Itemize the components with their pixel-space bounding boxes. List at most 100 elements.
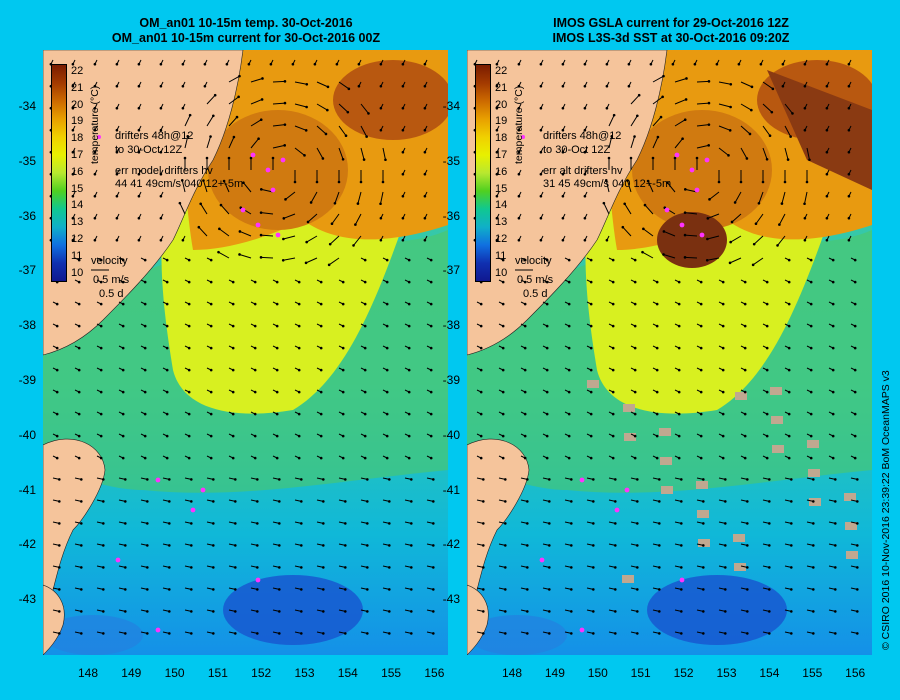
current-vector [605, 180, 610, 193]
current-vector-head [847, 216, 851, 220]
current-vector-head [385, 368, 389, 372]
current-vector-head [124, 544, 127, 547]
current-vector-head [605, 62, 609, 66]
current-vector-head [765, 157, 769, 161]
current-vector-head [768, 632, 771, 635]
current-vector-head [834, 566, 837, 569]
current-vector-head [102, 478, 105, 481]
current-vector-head [281, 258, 285, 262]
current-vector-head [231, 456, 235, 460]
current-vector-head [856, 610, 859, 613]
current-vector-head [658, 522, 661, 525]
cold-water [647, 575, 787, 645]
current-vector-head [614, 610, 617, 613]
current-vector-head [297, 434, 301, 438]
drifter-track [694, 187, 700, 193]
current-vector-head [812, 632, 815, 635]
current-vector-head [482, 588, 485, 591]
current-vector-head [362, 158, 366, 161]
current-vector-head [570, 566, 573, 569]
current-vector-head [831, 302, 835, 306]
left-colorbar-label: temperature (°C) [89, 85, 101, 164]
current-vector-head [143, 346, 147, 350]
current-vector-head [589, 302, 593, 306]
drifter-track [699, 232, 705, 238]
current-vector-head [401, 62, 405, 66]
current-vector [250, 119, 262, 127]
current-vector-head [583, 216, 587, 220]
current-vector-head [812, 500, 815, 503]
current-vector-head [260, 98, 264, 101]
current-vector-head [589, 456, 593, 460]
current-vector-head [610, 135, 614, 138]
current-vector-head [234, 632, 237, 635]
right-sst-map [467, 50, 872, 655]
current-vector-head [702, 544, 705, 547]
current-vector-head [379, 128, 383, 132]
current-vector-head [812, 478, 815, 481]
current-vector [338, 125, 347, 137]
drifter-track [679, 222, 685, 228]
current-vector-head [357, 84, 361, 88]
latitude-tick-label: -42 [18, 537, 36, 552]
current-vector-head [853, 258, 857, 262]
current-vector-head [847, 62, 851, 66]
current-vector-head [249, 156, 253, 160]
current-vector-head [333, 201, 337, 205]
cold-water [467, 615, 567, 655]
right-colorbar [475, 64, 491, 282]
current-vector-head [222, 179, 226, 183]
current-vector-head [548, 610, 551, 613]
current-vector-head [324, 132, 328, 136]
current-vector-head [344, 566, 347, 569]
current-vector-head [219, 203, 223, 207]
current-vector-head [702, 566, 705, 569]
current-vector-head [159, 238, 163, 242]
current-vector-head [313, 62, 317, 66]
current-vector-head [55, 390, 59, 394]
current-vector-head [825, 194, 829, 198]
current-vector-head [545, 258, 549, 262]
current-vector [360, 103, 369, 114]
current-vector-head [344, 478, 347, 481]
current-vector-head [765, 324, 769, 328]
current-vector-head [410, 544, 413, 547]
current-vector-head [733, 201, 737, 204]
current-vector-head [479, 412, 483, 416]
current-vector-head [181, 238, 185, 242]
current-vector-head [633, 456, 637, 460]
current-vector-head [146, 610, 149, 613]
current-vector [181, 180, 186, 193]
current-vector-head [699, 346, 703, 350]
latitude-tick-label: -41 [442, 482, 460, 497]
current-vector-head [77, 456, 81, 460]
current-vector [652, 75, 664, 83]
current-vector-head [319, 280, 323, 284]
current-vector-head [673, 156, 677, 160]
current-vector-head [80, 610, 83, 613]
current-vector-head [517, 238, 521, 242]
current-vector-head [256, 500, 259, 503]
current-vector-head [282, 237, 285, 241]
current-vector-head [269, 62, 273, 66]
current-vector-head [803, 128, 807, 132]
current-vector [250, 98, 263, 105]
current-vector-head [787, 346, 791, 350]
current-vector-head [567, 434, 571, 438]
current-vector-head [304, 129, 308, 132]
current-vector-head [803, 238, 807, 242]
current-vector-head [685, 77, 688, 80]
current-vector-head [305, 82, 309, 86]
current-vector-head [567, 390, 571, 394]
current-vector-head [58, 588, 61, 591]
current-vector-head [297, 412, 301, 416]
latitude-tick-label: -38 [18, 318, 36, 333]
current-vector [663, 230, 676, 237]
current-vector-head [407, 280, 411, 284]
current-vector-head [297, 324, 301, 328]
current-vector-head [847, 128, 851, 132]
current-vector-head [297, 346, 301, 350]
current-vector-head [71, 128, 75, 132]
current-vector-head [407, 412, 411, 416]
current-vector-head [401, 172, 405, 176]
